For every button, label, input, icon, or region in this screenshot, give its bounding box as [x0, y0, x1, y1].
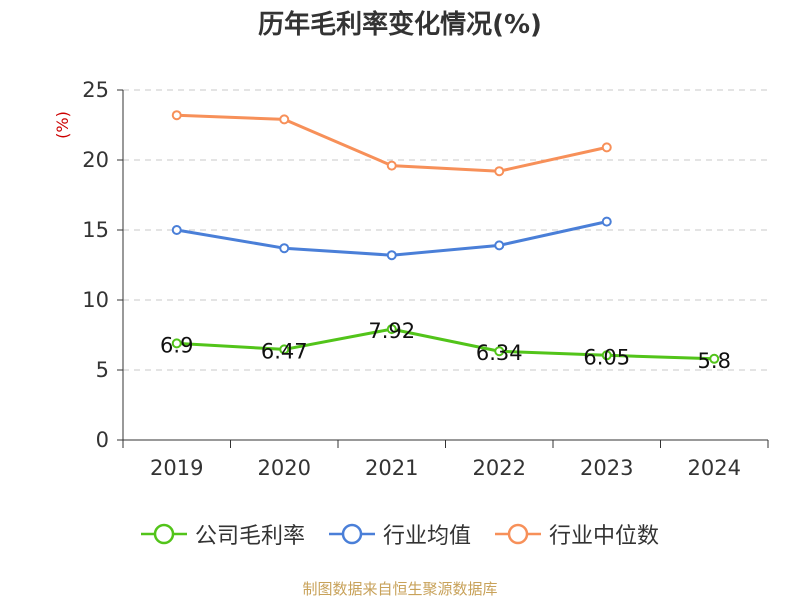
data-point [171, 338, 182, 349]
source-note: 制图数据来自恒生聚源数据库 [302, 580, 498, 598]
legend-line-marker-icon [140, 522, 187, 546]
gridlines [123, 89, 768, 371]
y-tick-label: 0 [96, 428, 109, 452]
legend: 公司毛利率 行业均值 行业中位数 [0, 518, 800, 550]
axes: 0 5 10 15 20 25 2019 2020 2021 2022 2023 2024 (%) [53, 78, 769, 480]
legend-line-marker-icon [328, 522, 375, 546]
y-axis-label: (%) [53, 111, 72, 139]
series-line-0 [176, 327, 715, 361]
data-point [601, 142, 612, 153]
x-tick-label: 2020 [258, 456, 311, 480]
legend-label: 行业均值 [382, 524, 471, 549]
data-point [279, 344, 290, 355]
legend-item-company[interactable]: 公司毛利率 [140, 518, 305, 550]
y-tick-label: 15 [82, 218, 109, 242]
y-tick-label: 20 [82, 148, 109, 172]
data-point [386, 250, 397, 261]
legend-item-industry-median[interactable]: 行业中位数 [495, 518, 659, 550]
legend-label: 公司毛利率 [194, 524, 305, 549]
data-point [601, 216, 612, 227]
chart-title: 历年毛利率变化情况(%) [258, 10, 542, 40]
y-tick-label: 5 [96, 358, 109, 382]
y-tick-label: 10 [82, 288, 109, 312]
x-tick-label: 2022 [473, 456, 526, 480]
legend-line-marker-icon [495, 522, 541, 546]
data-labels: 6.9 6.47 7.92 6.34 6.05 5.8 [160, 319, 731, 373]
data-point [386, 324, 397, 335]
data-label: 6.05 [583, 345, 630, 369]
data-point [494, 346, 505, 357]
x-tick-label: 2024 [688, 456, 741, 480]
data-point [386, 160, 397, 171]
data-label: 7.92 [368, 319, 415, 343]
data-point [494, 166, 505, 177]
y-tick-label: 25 [82, 78, 109, 102]
data-label: 6.47 [261, 339, 308, 363]
data-point [279, 243, 290, 254]
x-tick-label: 2019 [150, 456, 203, 480]
series-lines [171, 110, 720, 364]
data-point [171, 225, 182, 235]
data-label: 6.9 [160, 333, 193, 357]
data-point [171, 110, 182, 121]
x-tick-label: 2023 [580, 456, 633, 480]
series-line-1 [176, 220, 608, 257]
legend-label: 行业中位数 [549, 524, 660, 549]
data-point [709, 353, 720, 364]
data-point [601, 350, 612, 361]
x-tick-label: 2021 [365, 456, 418, 480]
data-label: 5.8 [698, 349, 731, 373]
data-point [279, 114, 290, 125]
data-point [494, 240, 505, 251]
legend-item-industry-mean[interactable]: 行业均值 [328, 518, 471, 550]
data-label: 6.34 [476, 341, 523, 365]
